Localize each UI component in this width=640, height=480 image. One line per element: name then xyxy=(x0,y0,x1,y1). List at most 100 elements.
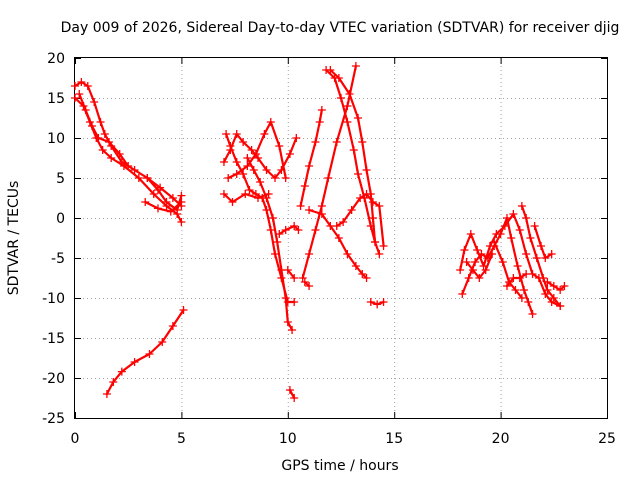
data-point xyxy=(292,134,301,142)
data-point xyxy=(362,166,371,174)
data-point xyxy=(326,66,335,74)
data-point xyxy=(226,142,235,150)
series-track-25 xyxy=(462,250,497,282)
data-point xyxy=(228,198,237,206)
data-point xyxy=(317,106,326,114)
axis-ticks xyxy=(75,58,608,419)
series-track-07 xyxy=(219,130,301,182)
series-track-22 xyxy=(366,298,388,309)
data-point xyxy=(102,390,111,398)
data-point xyxy=(224,174,233,182)
data-point xyxy=(256,178,265,186)
y-tick-label: 10 xyxy=(47,131,65,147)
data-point xyxy=(266,226,275,234)
data-point xyxy=(356,194,365,202)
data-point xyxy=(481,266,490,274)
data-point xyxy=(166,207,175,216)
data-point xyxy=(300,182,309,190)
data-point xyxy=(71,94,79,102)
data-point xyxy=(517,202,526,210)
series-trace xyxy=(325,68,381,256)
data-point xyxy=(462,258,471,266)
data-point xyxy=(298,274,307,282)
data-point xyxy=(243,162,252,170)
data-point xyxy=(281,174,290,182)
series-trace xyxy=(73,80,183,208)
data-point xyxy=(354,114,363,122)
y-tick-label: 5 xyxy=(56,171,65,187)
series-track-23 xyxy=(456,210,565,310)
data-point xyxy=(266,118,275,126)
data-point xyxy=(351,62,360,70)
series-trace xyxy=(105,308,185,396)
series-trace xyxy=(303,280,311,288)
data-point xyxy=(334,234,343,242)
x-tick-label: 15 xyxy=(385,431,403,447)
data-point xyxy=(522,250,531,258)
data-point xyxy=(98,146,107,154)
data-point xyxy=(539,274,548,282)
data-point xyxy=(560,282,569,290)
data-point xyxy=(158,338,167,346)
data-point xyxy=(81,106,90,114)
series-track-09 xyxy=(224,118,290,182)
data-point xyxy=(522,270,531,278)
data-point xyxy=(273,238,282,246)
data-point xyxy=(528,310,537,318)
data-point xyxy=(375,202,384,210)
data-point xyxy=(241,190,250,198)
y-tick-label: -20 xyxy=(42,371,65,387)
data-point xyxy=(275,142,284,150)
data-point xyxy=(264,190,273,198)
data-point xyxy=(324,174,333,182)
data-point xyxy=(275,230,284,238)
data-point xyxy=(343,118,352,126)
data-point xyxy=(94,134,103,142)
data-point xyxy=(177,218,186,226)
data-point xyxy=(332,222,341,230)
series-trace xyxy=(73,96,183,224)
data-point xyxy=(362,190,371,198)
data-point xyxy=(509,210,518,218)
data-point xyxy=(288,326,297,334)
series-trace xyxy=(286,268,296,280)
data-point xyxy=(232,158,241,166)
data-point xyxy=(290,394,299,402)
series-track-08 xyxy=(222,130,299,306)
y-tick-label: 15 xyxy=(47,91,65,107)
x-tick-label: 5 xyxy=(177,431,186,447)
data-point xyxy=(520,286,529,294)
y-tick-label: 20 xyxy=(47,51,65,67)
y-tick-label: -25 xyxy=(42,411,65,427)
data-point xyxy=(507,234,516,242)
series-trace xyxy=(246,156,294,332)
series-trace xyxy=(308,208,368,280)
data-point xyxy=(153,186,162,194)
series-trace xyxy=(288,388,296,400)
data-point xyxy=(343,250,352,258)
data-point xyxy=(526,234,535,242)
data-point xyxy=(130,358,139,366)
data-point xyxy=(271,174,280,182)
data-point xyxy=(358,138,367,146)
series-track-06 xyxy=(102,306,188,398)
data-point xyxy=(219,190,228,198)
data-point xyxy=(281,294,290,302)
data-point xyxy=(311,138,320,146)
data-point xyxy=(254,194,263,202)
data-point xyxy=(456,266,465,274)
data-point xyxy=(268,214,277,222)
series-trace xyxy=(546,280,566,292)
data-point xyxy=(464,274,473,282)
series-track-05 xyxy=(143,174,186,214)
series-trace xyxy=(144,200,183,213)
data-point xyxy=(247,146,256,154)
series-trace xyxy=(520,204,562,308)
data-point xyxy=(239,138,248,146)
x-tick-label: 0 xyxy=(71,431,80,447)
data-point xyxy=(537,242,546,250)
data-point xyxy=(77,78,86,86)
data-point xyxy=(296,202,305,210)
data-point xyxy=(475,274,484,282)
data-point xyxy=(351,262,360,270)
